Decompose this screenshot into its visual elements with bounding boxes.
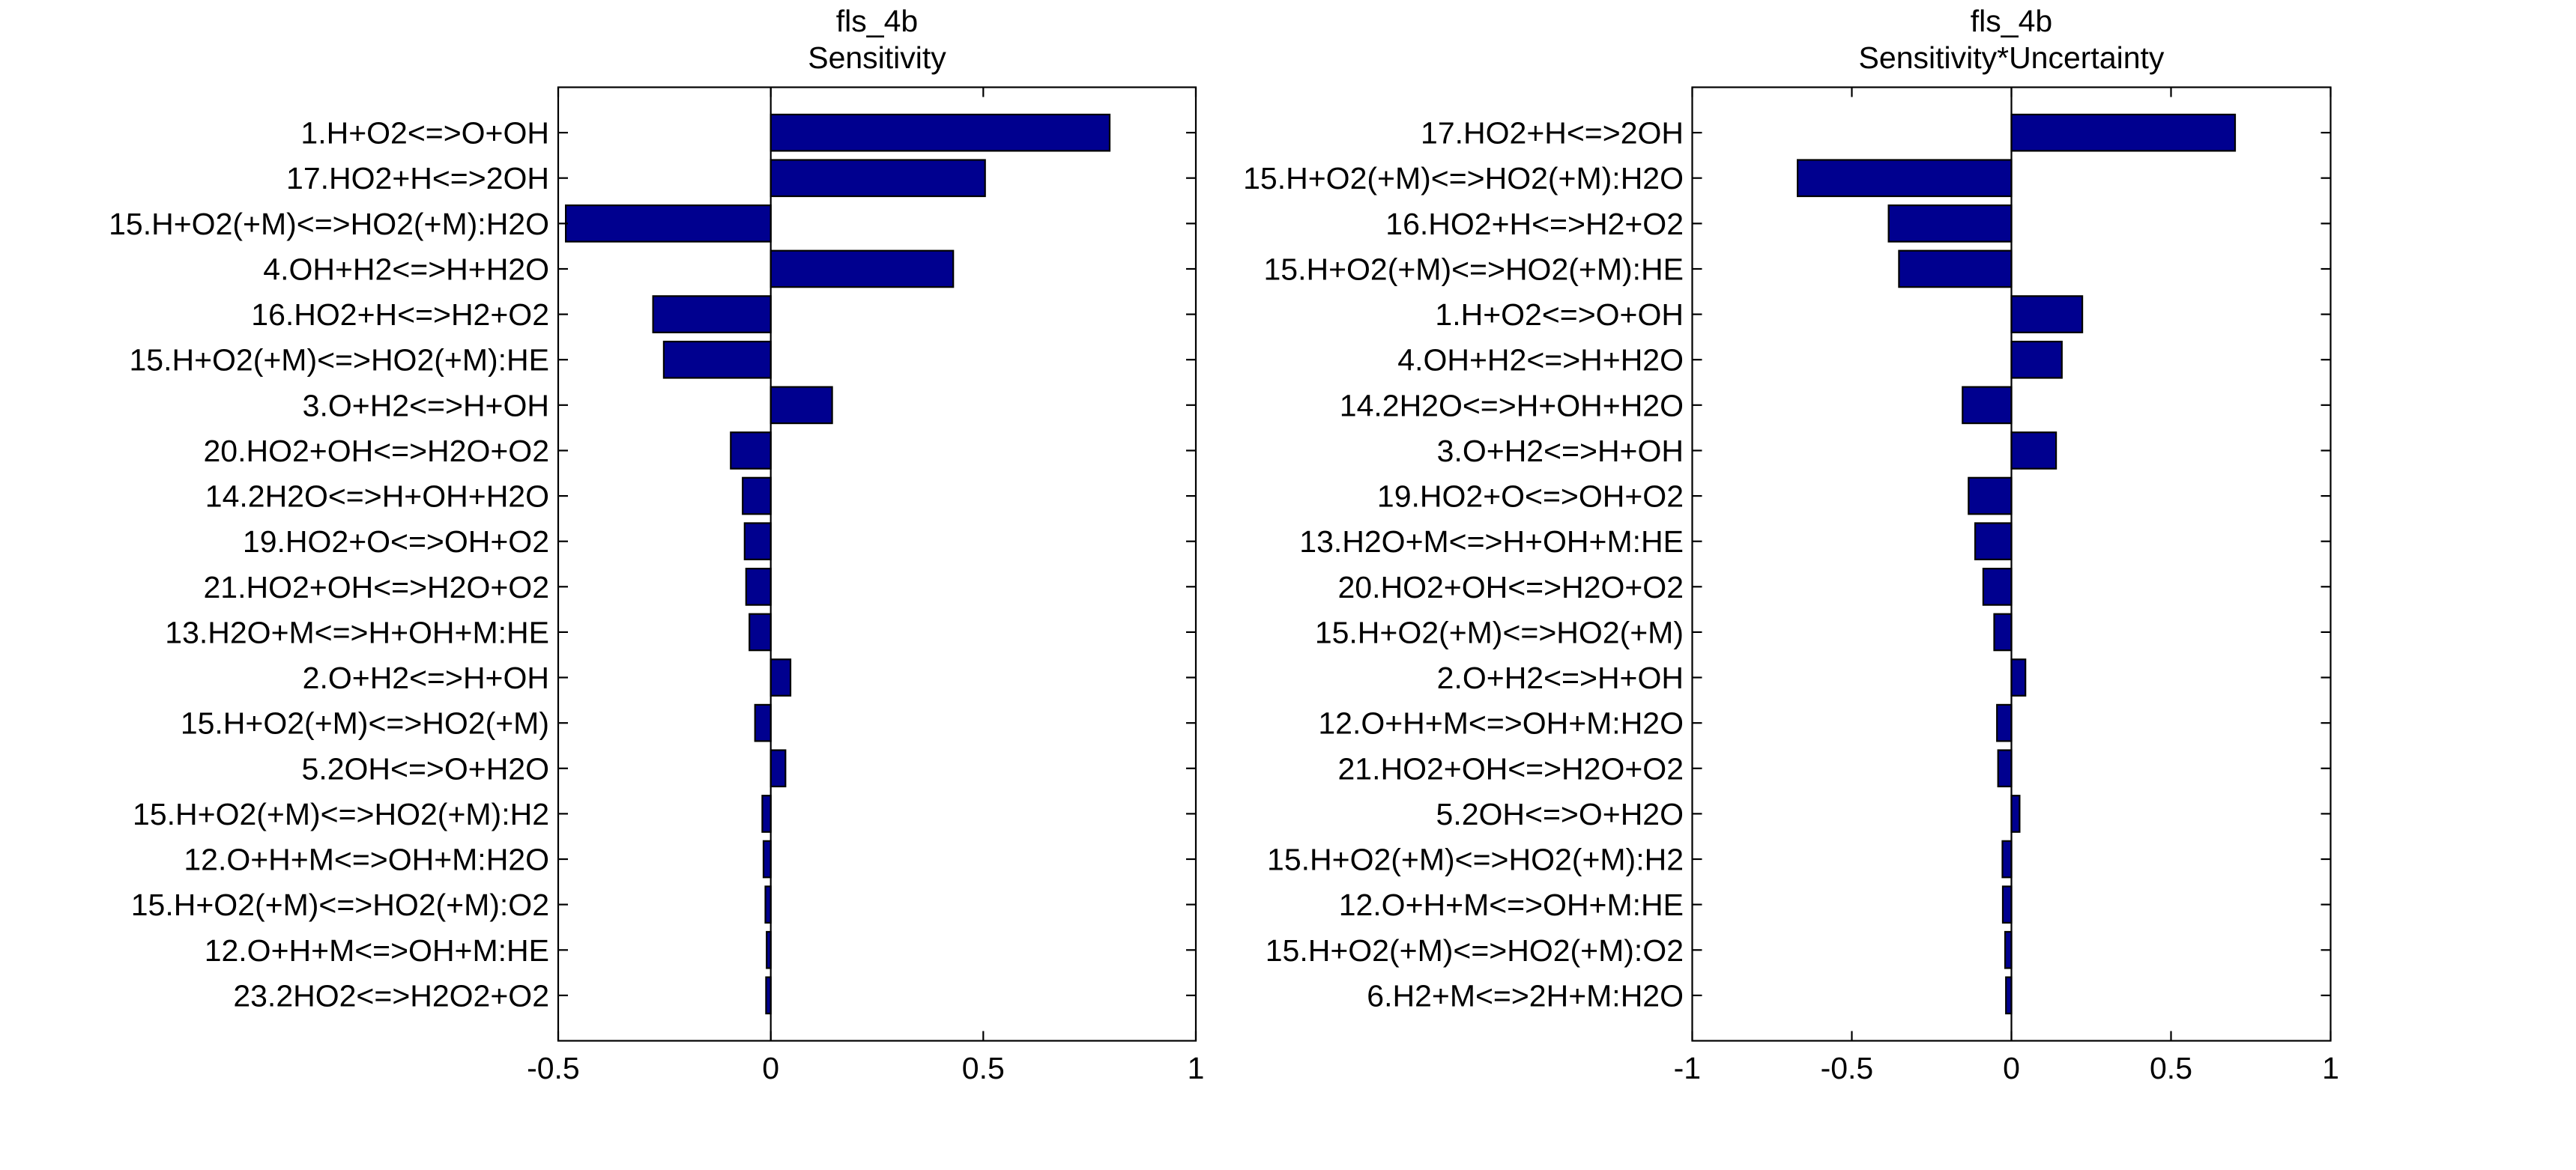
svg-text:-1: -1 [1674, 1051, 1701, 1085]
svg-text:15.H+O2(+M)<=>HO2(+M):H2O: 15.H+O2(+M)<=>HO2(+M):H2O [1243, 161, 1684, 195]
svg-text:4.OH+H2<=>H+H2O: 4.OH+H2<=>H+H2O [263, 252, 549, 287]
svg-text:0.5: 0.5 [962, 1051, 1005, 1085]
svg-text:0: 0 [2003, 1051, 2020, 1085]
svg-text:2.O+H2<=>H+OH: 2.O+H2<=>H+OH [1437, 661, 1684, 695]
svg-text:13.H2O+M<=>H+OH+M:HE: 13.H2O+M<=>H+OH+M:HE [165, 615, 549, 649]
svg-text:0.5: 0.5 [2150, 1051, 2192, 1085]
svg-text:21.HO2+OH<=>H2O+O2: 21.HO2+OH<=>H2O+O2 [1337, 751, 1684, 786]
svg-text:15.H+O2(+M)<=>HO2(+M):HE: 15.H+O2(+M)<=>HO2(+M):HE [129, 343, 549, 378]
svg-text:21.HO2+OH<=>H2O+O2: 21.HO2+OH<=>H2O+O2 [203, 570, 549, 604]
svg-text:12.O+H+M<=>OH+M:HE: 12.O+H+M<=>OH+M:HE [1339, 888, 1684, 922]
svg-text:15.H+O2(+M)<=>HO2(+M):O2: 15.H+O2(+M)<=>HO2(+M):O2 [131, 888, 549, 922]
svg-text:3.O+H2<=>H+OH: 3.O+H2<=>H+OH [1437, 434, 1684, 468]
svg-text:1.H+O2<=>O+OH: 1.H+O2<=>O+OH [300, 116, 549, 151]
svg-text:fls_4b: fls_4b [836, 4, 918, 38]
svg-text:15.H+O2(+M)<=>HO2(+M):H2: 15.H+O2(+M)<=>HO2(+M):H2 [1267, 843, 1684, 877]
svg-text:13.H2O+M<=>H+OH+M:HE: 13.H2O+M<=>H+OH+M:HE [1299, 524, 1684, 559]
svg-text:5.2OH<=>O+H2O: 5.2OH<=>O+H2O [302, 751, 549, 786]
svg-text:Sensitivity: Sensitivity [808, 40, 946, 75]
svg-text:14.2H2O<=>H+OH+H2O: 14.2H2O<=>H+OH+H2O [205, 479, 549, 514]
svg-text:15.H+O2(+M)<=>HO2(+M):O2: 15.H+O2(+M)<=>HO2(+M):O2 [1266, 933, 1684, 968]
svg-text:15.H+O2(+M)<=>HO2(+M):H2O: 15.H+O2(+M)<=>HO2(+M):H2O [109, 207, 549, 241]
svg-text:5.2OH<=>O+H2O: 5.2OH<=>O+H2O [1436, 797, 1684, 831]
svg-text:16.HO2+H<=>H2+O2: 16.HO2+H<=>H2+O2 [1385, 207, 1684, 241]
svg-text:14.2H2O<=>H+OH+H2O: 14.2H2O<=>H+OH+H2O [1340, 388, 1684, 422]
svg-text:4.OH+H2<=>H+H2O: 4.OH+H2<=>H+H2O [1397, 343, 1684, 378]
svg-text:fls_4b: fls_4b [1971, 4, 2052, 38]
svg-text:20.HO2+OH<=>H2O+O2: 20.HO2+OH<=>H2O+O2 [203, 434, 549, 468]
svg-text:12.O+H+M<=>OH+M:HE: 12.O+H+M<=>OH+M:HE [205, 933, 549, 968]
svg-text:15.H+O2(+M)<=>HO2(+M): 15.H+O2(+M)<=>HO2(+M) [181, 706, 549, 741]
svg-text:15.H+O2(+M)<=>HO2(+M):H2: 15.H+O2(+M)<=>HO2(+M):H2 [133, 797, 549, 831]
svg-text:19.HO2+O<=>OH+O2: 19.HO2+O<=>OH+O2 [1377, 479, 1684, 514]
svg-text:1.H+O2<=>O+OH: 1.H+O2<=>O+OH [1435, 297, 1684, 332]
svg-text:3.O+H2<=>H+OH: 3.O+H2<=>H+OH [303, 388, 549, 422]
svg-text:20.HO2+OH<=>H2O+O2: 20.HO2+OH<=>H2O+O2 [1337, 570, 1684, 604]
svg-text:16.HO2+H<=>H2+O2: 16.HO2+H<=>H2+O2 [251, 297, 549, 332]
svg-text:0: 0 [762, 1051, 779, 1085]
svg-text:12.O+H+M<=>OH+M:H2O: 12.O+H+M<=>OH+M:H2O [184, 843, 549, 877]
svg-text:2.O+H2<=>H+OH: 2.O+H2<=>H+OH [303, 661, 549, 695]
svg-text:-0.5: -0.5 [1821, 1051, 1874, 1085]
svg-text:23.2HO2<=>H2O2+O2: 23.2HO2<=>H2O2+O2 [233, 978, 549, 1013]
svg-text:1: 1 [2322, 1051, 2339, 1085]
svg-text:Sensitivity*Uncertainty: Sensitivity*Uncertainty [1859, 40, 2165, 75]
svg-text:12.O+H+M<=>OH+M:H2O: 12.O+H+M<=>OH+M:H2O [1318, 706, 1684, 741]
svg-text:15.H+O2(+M)<=>HO2(+M):HE: 15.H+O2(+M)<=>HO2(+M):HE [1263, 252, 1684, 287]
svg-text:-0.5: -0.5 [527, 1051, 580, 1085]
svg-text:17.HO2+H<=>2OH: 17.HO2+H<=>2OH [286, 161, 549, 195]
svg-text:1: 1 [1188, 1051, 1205, 1085]
svg-text:19.HO2+O<=>OH+O2: 19.HO2+O<=>OH+O2 [243, 524, 549, 559]
svg-text:6.H2+M<=>2H+M:H2O: 6.H2+M<=>2H+M:H2O [1367, 978, 1684, 1013]
svg-text:15.H+O2(+M)<=>HO2(+M): 15.H+O2(+M)<=>HO2(+M) [1315, 615, 1684, 649]
svg-text:17.HO2+H<=>2OH: 17.HO2+H<=>2OH [1421, 116, 1684, 151]
